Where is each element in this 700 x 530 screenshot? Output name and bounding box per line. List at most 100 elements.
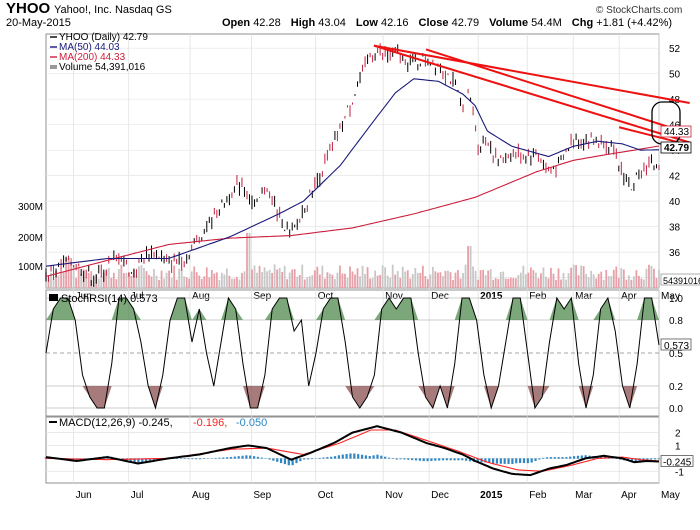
volume-bar — [148, 274, 150, 288]
volume-bar — [562, 272, 565, 288]
trendline — [425, 48, 690, 135]
macd-histogram-bar — [615, 458, 618, 459]
macd-histogram-bar — [426, 458, 429, 462]
macd-histogram-bar — [222, 457, 225, 459]
macd-histogram-bar — [515, 458, 518, 464]
volume-bar — [459, 278, 462, 288]
macd-histogram-bar — [557, 457, 560, 459]
volume-bar — [552, 273, 555, 288]
macd-histogram-bar — [634, 458, 637, 462]
volume-bar — [87, 272, 90, 288]
volume-bar — [607, 276, 610, 288]
volume-bar — [379, 274, 382, 288]
volume-bar — [268, 269, 271, 288]
x-tick-label-mid: Aug — [192, 291, 210, 302]
volume-bar — [150, 276, 153, 288]
volume-bar — [487, 270, 490, 288]
volume-bar — [519, 272, 522, 288]
volume-bar — [135, 275, 138, 288]
volume-bar — [158, 279, 160, 288]
macd-histogram-bar — [322, 457, 325, 459]
volume-bar — [630, 279, 633, 288]
x-tick-label-mid: 2015 — [480, 291, 503, 302]
macd-histogram-bar — [202, 458, 206, 460]
x-tick-label: Feb — [529, 490, 547, 501]
volume-bar — [454, 272, 457, 288]
open-value: 42.28 — [253, 17, 281, 29]
volume-bar — [313, 270, 316, 288]
macd-histogram-bar — [148, 458, 152, 462]
macd-signal-legend-entry: -0.196, — [193, 417, 227, 429]
ma200-line — [45, 145, 660, 277]
watermark[interactable]: © StockCharts.com — [596, 5, 683, 16]
volume-bar — [411, 273, 414, 288]
macd-value-label: -0.245 — [663, 458, 692, 469]
volume-bar — [497, 279, 500, 288]
macd-histogram-bar — [287, 458, 290, 466]
macd-histogram-bar — [245, 455, 248, 459]
volume-bar — [278, 267, 281, 288]
macd-histogram-bar — [349, 453, 352, 459]
volume-bar — [658, 270, 660, 288]
macd-histogram-bar — [457, 458, 460, 461]
volume-bar — [359, 276, 361, 288]
volume-bar — [416, 272, 419, 288]
macd-histogram-bar — [260, 457, 263, 459]
macd-histogram-bar — [291, 458, 294, 466]
company-name: Yahoo!, Inc. Nasdaq GS — [54, 4, 172, 16]
volume-bar — [540, 273, 542, 288]
volume-bar — [140, 265, 143, 288]
stoch-legend-swatch — [49, 294, 58, 301]
volume-bar — [145, 271, 148, 288]
macd-histogram-bar — [364, 455, 367, 459]
volume-bar — [344, 273, 346, 288]
macd-histogram-bar — [611, 457, 614, 459]
volume-bar — [130, 275, 133, 288]
low-value: 42.16 — [380, 17, 409, 29]
change-label: Chg — [571, 17, 594, 29]
macd-histogram-bar — [407, 458, 410, 460]
macd-histogram-bar — [241, 455, 244, 459]
macd-histogram-bar — [530, 458, 533, 463]
macd-histogram-bar — [306, 458, 310, 460]
volume-bar — [356, 268, 359, 288]
macd-histogram-bar — [326, 457, 329, 459]
volume-bar — [570, 267, 572, 288]
macd-histogram-bar — [330, 456, 333, 459]
volume-bar — [195, 272, 198, 288]
macd-histogram-bar — [492, 458, 495, 464]
volume-bar — [256, 272, 258, 288]
volume-bar — [622, 269, 625, 288]
volume-bar — [57, 275, 60, 288]
volume-bar — [467, 246, 469, 288]
volume-bar — [419, 272, 422, 288]
volume-bar — [178, 268, 181, 288]
volume-bar — [414, 267, 417, 288]
volume-bar — [47, 278, 50, 288]
volume-bar — [75, 278, 78, 288]
volume-bar — [90, 271, 93, 288]
volume-bar — [635, 270, 638, 288]
macd-histogram-bar — [549, 457, 553, 459]
volume-bar — [276, 269, 279, 288]
macd-histogram-bar — [295, 458, 298, 464]
x-tick-label: 2015 — [480, 490, 503, 501]
volume-bar — [550, 267, 552, 288]
macd-histogram-bar — [137, 458, 140, 464]
volume-bar — [492, 279, 495, 288]
volume-bar — [223, 274, 226, 288]
volume-bar — [203, 276, 206, 288]
volume-bar — [534, 272, 537, 288]
volume-bar — [545, 276, 547, 288]
macd-histogram-bar — [441, 458, 445, 461]
volume-bar — [638, 275, 640, 288]
macd-histogram-bar — [561, 457, 564, 459]
macd-histogram-bar — [449, 458, 452, 461]
volume-bar — [168, 270, 171, 288]
close-label: Close — [418, 17, 449, 29]
volume-bar — [50, 272, 52, 288]
macd-histogram-bar — [380, 455, 383, 459]
volume-bar — [384, 267, 387, 288]
macd-histogram-bar — [499, 458, 502, 464]
macd-histogram-bar — [145, 458, 148, 462]
